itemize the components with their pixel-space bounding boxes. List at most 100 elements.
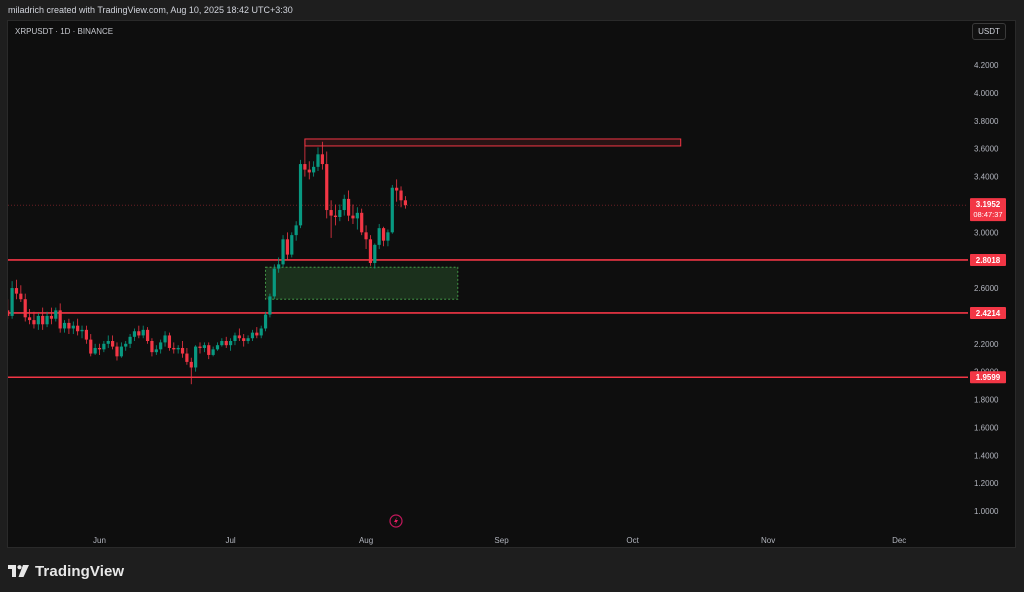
- candle: [32, 311, 36, 329]
- candle-body: [124, 343, 128, 347]
- candle: [246, 335, 250, 344]
- candle: [395, 179, 399, 202]
- level-price-label: 2.4214: [970, 306, 1006, 319]
- candle-body: [215, 345, 220, 350]
- top-bar: miladrich created with TradingView.com, …: [0, 0, 1024, 20]
- candle-body: [97, 347, 102, 350]
- candle-body: [23, 299, 27, 318]
- time-tick-label: Oct: [626, 536, 639, 545]
- level-price-label: 2.8018: [970, 253, 1006, 266]
- price-tick-label: 1.8000: [974, 396, 999, 405]
- candle: [97, 343, 102, 355]
- candle: [45, 311, 49, 328]
- level-price-label-bg: [970, 306, 1006, 319]
- candle: [141, 325, 145, 339]
- candle-body: [277, 264, 281, 269]
- candle: [333, 204, 338, 226]
- candle: [316, 147, 320, 172]
- candle-body: [403, 200, 407, 206]
- currency-button[interactable]: USDT: [972, 23, 1006, 40]
- candle: [124, 341, 128, 351]
- candle: [154, 345, 158, 355]
- candle-body: [115, 346, 119, 357]
- candle: [10, 281, 14, 319]
- candle: [290, 232, 294, 258]
- candle: [150, 338, 154, 357]
- candle-body: [93, 347, 97, 354]
- candle-body: [102, 343, 106, 350]
- price-tick-label: 3.8000: [974, 117, 999, 126]
- candle-body: [333, 215, 338, 218]
- price-chart[interactable]: 4.20004.00003.80003.60003.40003.20003.00…: [8, 21, 1016, 548]
- time-tick-label: Aug: [359, 536, 373, 545]
- candle-body: [364, 232, 368, 240]
- candle-body: [329, 210, 333, 216]
- candle: [163, 331, 167, 347]
- candle: [229, 338, 233, 351]
- candle: [259, 325, 263, 339]
- candle-body: [176, 347, 180, 350]
- chart-pane[interactable]: 4.20004.00003.80003.60003.40003.20003.00…: [7, 20, 1016, 548]
- candle-body: [19, 293, 23, 300]
- candle: [145, 327, 150, 344]
- candle-body: [84, 329, 88, 340]
- candle-body: [41, 315, 45, 325]
- candle: [346, 190, 351, 222]
- candle: [312, 161, 316, 177]
- candle: [176, 345, 180, 354]
- candle-body: [368, 239, 373, 263]
- candle: [8, 299, 10, 319]
- candle-body: [202, 345, 206, 348]
- candle-body: [154, 349, 158, 353]
- candle: [185, 347, 189, 365]
- candle: [272, 264, 276, 300]
- level-price-label-text: 2.8018: [976, 256, 1001, 265]
- candle-body: [233, 335, 237, 342]
- candle-body: [320, 154, 324, 165]
- candle-body: [211, 349, 215, 355]
- candle-body: [312, 166, 316, 173]
- candle-body: [76, 325, 80, 332]
- candle-body: [80, 329, 84, 332]
- price-tick-label: 1.2000: [974, 479, 999, 488]
- candle: [373, 243, 377, 269]
- level-price-label-text: 2.4214: [976, 309, 1001, 318]
- lightning-icon[interactable]: [389, 514, 403, 528]
- candle: [159, 339, 163, 354]
- candle-body: [229, 341, 233, 346]
- candle-body: [255, 332, 259, 336]
- candle: [294, 221, 298, 241]
- candle: [62, 320, 67, 333]
- candle: [250, 329, 255, 342]
- price-tick-label: 3.6000: [974, 145, 999, 154]
- price-scale: 4.20004.00003.80003.60003.40003.20003.00…: [974, 61, 999, 516]
- demand-zone: [265, 266, 459, 300]
- candle: [137, 325, 141, 339]
- symbol-title: XRPUSDT · 1D · BINANCE: [15, 27, 114, 36]
- candle-body: [351, 215, 355, 219]
- candle: [102, 341, 106, 353]
- candle-body: [10, 288, 14, 316]
- supply-zone: [304, 138, 682, 147]
- footer: TradingView: [0, 548, 1024, 592]
- candle-body: [185, 353, 189, 362]
- candle-body: [119, 346, 123, 357]
- created-with-text: miladrich created with TradingView.com, …: [8, 5, 293, 15]
- candle: [263, 311, 268, 332]
- candle-body: [399, 190, 403, 201]
- candle: [172, 342, 176, 354]
- candle-body: [250, 332, 255, 339]
- price-tick-label: 4.2000: [974, 61, 999, 70]
- tradingview-logo[interactable]: TradingView: [8, 562, 124, 580]
- candle-body: [89, 339, 93, 354]
- candle-body: [294, 225, 298, 236]
- candle: [338, 204, 342, 222]
- candle-body: [150, 341, 154, 353]
- current-price-value: 3.1952: [976, 200, 1001, 209]
- candle-body: [128, 336, 132, 344]
- candle-body: [373, 244, 377, 263]
- candle: [194, 345, 198, 372]
- candle: [351, 204, 355, 224]
- candle: [23, 293, 27, 322]
- candle-body: [132, 331, 137, 337]
